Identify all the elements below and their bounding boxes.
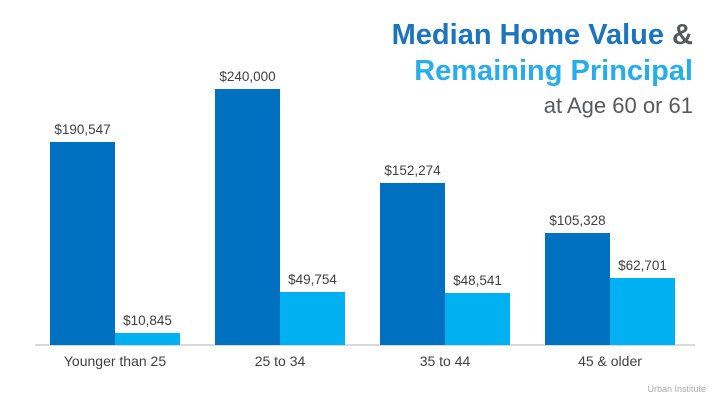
bar-remaining-principal — [280, 292, 345, 345]
value-label-remaining-principal: $10,845 — [123, 313, 172, 328]
bar-remaining-principal — [115, 333, 180, 345]
bar-median-home-value — [50, 142, 115, 345]
footer-credit: Urban Institute — [647, 384, 706, 394]
value-label-median-home-value: $190,547 — [54, 122, 111, 137]
value-label-median-home-value: $152,274 — [384, 163, 441, 178]
bar-median-home-value — [380, 183, 445, 345]
bar-median-home-value — [545, 233, 610, 345]
value-label-median-home-value: $105,328 — [549, 213, 606, 228]
category-label: 45 & older — [578, 353, 642, 369]
title-main-text: Median Home Value — [391, 19, 664, 51]
category-label: 35 to 44 — [419, 353, 471, 369]
title-ampersand: & — [664, 19, 693, 51]
title-subtitle: at Age 60 or 61 — [543, 93, 693, 118]
value-label-remaining-principal: $62,701 — [618, 258, 667, 273]
title-line-1: Median Home Value & — [392, 17, 693, 53]
bar-remaining-principal — [610, 278, 675, 345]
value-label-remaining-principal: $49,754 — [288, 272, 337, 287]
bar-remaining-principal — [445, 293, 510, 345]
bar-median-home-value — [215, 89, 280, 345]
title-line-2: Remaining Principal — [414, 55, 693, 87]
category-label: 25 to 34 — [254, 353, 306, 369]
value-label-remaining-principal: $48,541 — [453, 273, 502, 288]
value-label-median-home-value: $240,000 — [219, 69, 276, 84]
category-label: Younger than 25 — [63, 353, 167, 369]
x-axis-line — [35, 344, 695, 346]
chart-title: Median Home Value & Remaining Principal … — [392, 17, 693, 121]
